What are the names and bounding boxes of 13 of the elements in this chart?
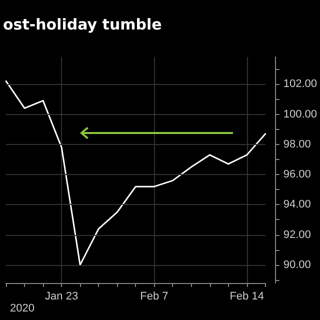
y-tick-label: 90.00	[283, 258, 311, 271]
y-tick-label: 92.00	[283, 228, 311, 241]
y-tick-label: 94.00	[283, 198, 311, 211]
y-tick-label: 102.00	[283, 78, 318, 90]
chart-title: ost-holiday tumble	[3, 16, 162, 34]
y-tick-label: 100.00	[283, 108, 318, 120]
line-series	[5, 80, 266, 266]
y-tick-label: 96.00	[283, 168, 311, 181]
x-tick-label: Feb 14	[230, 290, 264, 302]
text: 2020	[10, 302, 34, 314]
x-tick-label: Feb 7	[140, 290, 168, 302]
x-tick-label: Jan 23	[45, 290, 78, 302]
y-tick-label: 98.00	[283, 138, 311, 150]
